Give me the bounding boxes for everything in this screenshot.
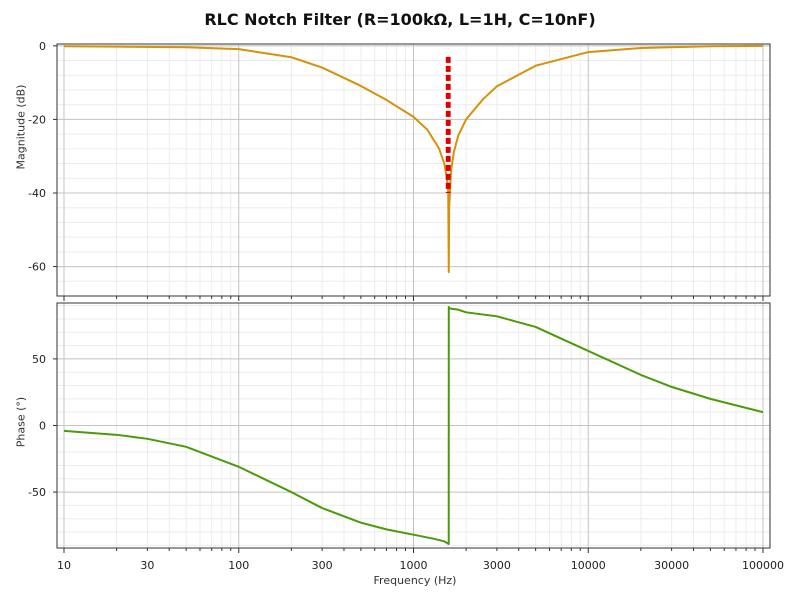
magnitude-ytick-label: 0 bbox=[39, 40, 46, 53]
phase-ytick-label: 50 bbox=[32, 353, 46, 366]
xtick-label: 3000 bbox=[483, 559, 511, 572]
phase-ytick-label: -50 bbox=[28, 486, 46, 499]
xtick-label: 10 bbox=[57, 559, 71, 572]
chart-title: RLC Notch Filter (R=100kΩ, L=1H, C=10nF) bbox=[204, 10, 596, 29]
xtick-label: 30 bbox=[140, 559, 154, 572]
magnitude-ytick-label: -40 bbox=[28, 187, 46, 200]
magnitude-series-line bbox=[63, 44, 764, 274]
xtick-label: 100000 bbox=[742, 559, 784, 572]
xtick-label: 300 bbox=[312, 559, 333, 572]
phase-series-line bbox=[63, 305, 764, 546]
magnitude-ytick-label: -60 bbox=[28, 261, 46, 274]
xtick-label: 30000 bbox=[654, 559, 689, 572]
magnitude-panel: 0 -20 -40 -60 bbox=[28, 40, 771, 301]
frequency-axis-label: Frequency (Hz) bbox=[373, 574, 457, 587]
magnitude-ytick-label: -20 bbox=[28, 113, 46, 126]
phase-panel: 50 0 -50 10 30 100 300 1000 3000 10000 30000 100000 bbox=[28, 302, 784, 572]
xtick-label: 10000 bbox=[571, 559, 606, 572]
xtick-label: 100 bbox=[228, 559, 249, 572]
phase-ytick-label: 0 bbox=[39, 420, 46, 433]
xtick-label: 1000 bbox=[400, 559, 428, 572]
